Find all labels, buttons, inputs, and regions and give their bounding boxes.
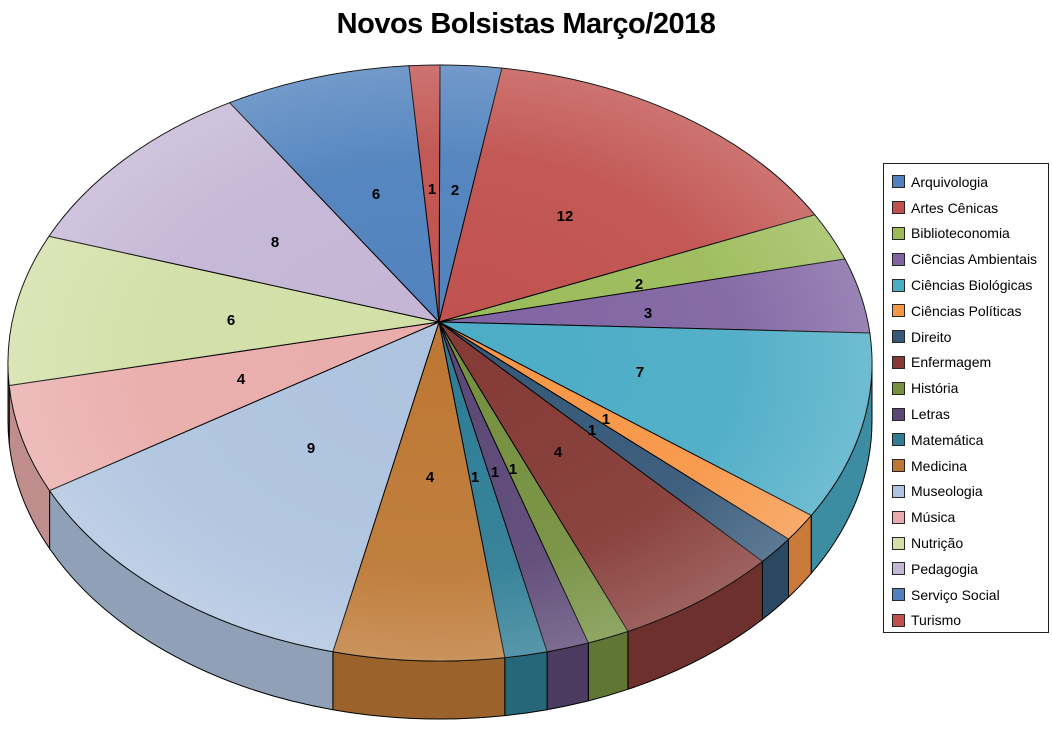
legend-swatch — [892, 175, 905, 189]
legend-item-medicina[interactable]: Medicina — [892, 453, 1048, 479]
legend-item-historia[interactable]: História — [892, 375, 1048, 401]
legend-label: Serviço Social — [911, 586, 1000, 603]
legend-label: Nutrição — [911, 535, 964, 552]
legend-item-servico-social[interactable]: Serviço Social — [892, 582, 1048, 608]
data-label-turismo: 1 — [428, 181, 436, 198]
legend-label: Pedagogia — [911, 560, 978, 577]
legend-label: Direito — [911, 328, 952, 345]
legend-swatch — [892, 252, 905, 266]
data-label-musica: 4 — [237, 371, 246, 388]
legend-label: Biblioteconomia — [911, 225, 1010, 242]
legend-swatch — [892, 536, 905, 550]
legend-swatch — [892, 355, 905, 369]
legend-label: Ciências Políticas — [911, 302, 1022, 319]
legend: Arquivologia Artes Cênicas Biblioteconomia… — [883, 163, 1049, 633]
data-label-enfermagem: 4 — [554, 444, 563, 461]
pie-slice-side-medicina[interactable] — [332, 651, 506, 720]
legend-label: História — [911, 380, 959, 397]
data-label-historia: 1 — [509, 461, 517, 478]
legend-label: Arquivologia — [911, 173, 989, 190]
data-label-nutricao: 6 — [227, 312, 235, 329]
pie-slice-side-matematica[interactable] — [504, 651, 548, 717]
legend-label: Artes Cênicas — [911, 199, 999, 216]
legend-swatch — [892, 226, 905, 240]
data-label-ciencias-biologicas: 7 — [636, 364, 644, 381]
legend-swatch — [892, 484, 905, 498]
data-label-artes-cenicas: 12 — [557, 208, 574, 225]
legend-item-ciencias-biologicas[interactable]: Ciências Biológicas — [892, 272, 1048, 298]
chart-title: Novos Bolsistas Março/2018 — [336, 8, 716, 40]
legend-label: Museologia — [911, 483, 983, 500]
legend-swatch — [892, 459, 905, 473]
legend-swatch — [892, 562, 905, 576]
data-label-letras: 1 — [491, 464, 499, 481]
legend-label: Ciências Ambientais — [911, 251, 1038, 268]
legend-item-biblioteconomia[interactable]: Biblioteconomia — [892, 221, 1048, 247]
legend-swatch — [892, 304, 905, 318]
legend-item-nutricao[interactable]: Nutrição — [892, 530, 1048, 556]
legend-item-arquivologia[interactable]: Arquivologia — [892, 169, 1048, 195]
legend-swatch — [892, 510, 905, 524]
data-label-direito: 1 — [588, 422, 596, 439]
legend-label: Letras — [911, 406, 950, 423]
legend-item-artes-cenicas[interactable]: Artes Cênicas — [892, 195, 1048, 221]
legend-item-direito[interactable]: Direito — [892, 324, 1048, 350]
legend-label: Enfermagem — [911, 354, 992, 371]
legend-label: Turismo — [911, 612, 962, 629]
data-label-medicina: 4 — [426, 469, 435, 486]
legend-item-matematica[interactable]: Matemática — [892, 427, 1048, 453]
legend-item-ciencias-ambientais[interactable]: Ciências Ambientais — [892, 246, 1048, 272]
legend-label: Medicina — [911, 457, 968, 474]
legend-swatch — [892, 433, 905, 447]
legend-swatch — [892, 588, 905, 602]
data-label-ciencias-ambientais: 3 — [644, 305, 652, 322]
data-label-ciencias-politicas: 1 — [602, 411, 610, 428]
legend-swatch — [892, 278, 905, 292]
legend-label: Ciências Biológicas — [911, 277, 1033, 294]
data-label-pedagogia: 8 — [271, 234, 279, 251]
legend-item-ciencias-politicas[interactable]: Ciências Políticas — [892, 298, 1048, 324]
legend-item-enfermagem[interactable]: Enfermagem — [892, 350, 1048, 376]
data-label-servico-social: 6 — [372, 186, 380, 203]
legend-item-letras[interactable]: Letras — [892, 401, 1048, 427]
legend-item-turismo[interactable]: Turismo — [892, 608, 1048, 634]
legend-swatch — [892, 613, 905, 627]
legend-item-museologia[interactable]: Museologia — [892, 479, 1048, 505]
legend-swatch — [892, 201, 905, 215]
legend-item-pedagogia[interactable]: Pedagogia — [892, 556, 1048, 582]
legend-item-musica[interactable]: Música — [892, 504, 1048, 530]
legend-swatch — [892, 381, 905, 395]
legend-swatch — [892, 330, 905, 344]
pie-slice-side-letras[interactable] — [546, 642, 589, 711]
legend-swatch — [892, 407, 905, 421]
legend-label: Matemática — [911, 431, 984, 448]
data-label-arquivologia: 2 — [451, 182, 459, 199]
data-label-museologia: 9 — [307, 440, 315, 457]
legend-label: Música — [911, 509, 956, 526]
data-label-matematica: 1 — [471, 469, 479, 486]
data-label-biblioteconomia: 2 — [635, 276, 643, 293]
